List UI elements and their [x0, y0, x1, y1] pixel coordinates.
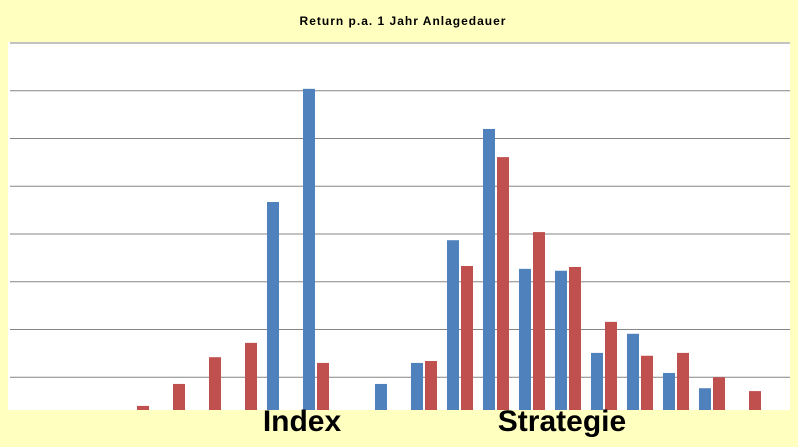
- bar: [483, 128, 495, 425]
- bar: [267, 202, 279, 425]
- chart-title: Return p.a. 1 Jahr Anlagedauer: [300, 14, 507, 28]
- bar: [555, 270, 567, 425]
- legend-label: Strategie: [498, 405, 626, 438]
- grid: [10, 42, 790, 378]
- bar: [245, 342, 257, 425]
- legend-label: Index: [263, 405, 342, 438]
- bar: [497, 157, 509, 425]
- bar: [627, 333, 639, 425]
- plot-area: [8, 42, 790, 410]
- bar: [591, 352, 603, 425]
- bar: [411, 362, 423, 425]
- legend: Index Strategie: [263, 405, 626, 438]
- bottom-band: [0, 410, 798, 447]
- bar: [519, 268, 531, 425]
- bar: [569, 266, 581, 425]
- bar: [605, 321, 617, 425]
- bar: [641, 355, 653, 425]
- bar: [209, 357, 221, 425]
- bar: [533, 232, 545, 425]
- bar: [317, 362, 329, 425]
- bar: [461, 265, 473, 425]
- bar: [677, 352, 689, 425]
- bar: [303, 88, 315, 425]
- bar: [425, 361, 437, 425]
- bar: [447, 240, 459, 425]
